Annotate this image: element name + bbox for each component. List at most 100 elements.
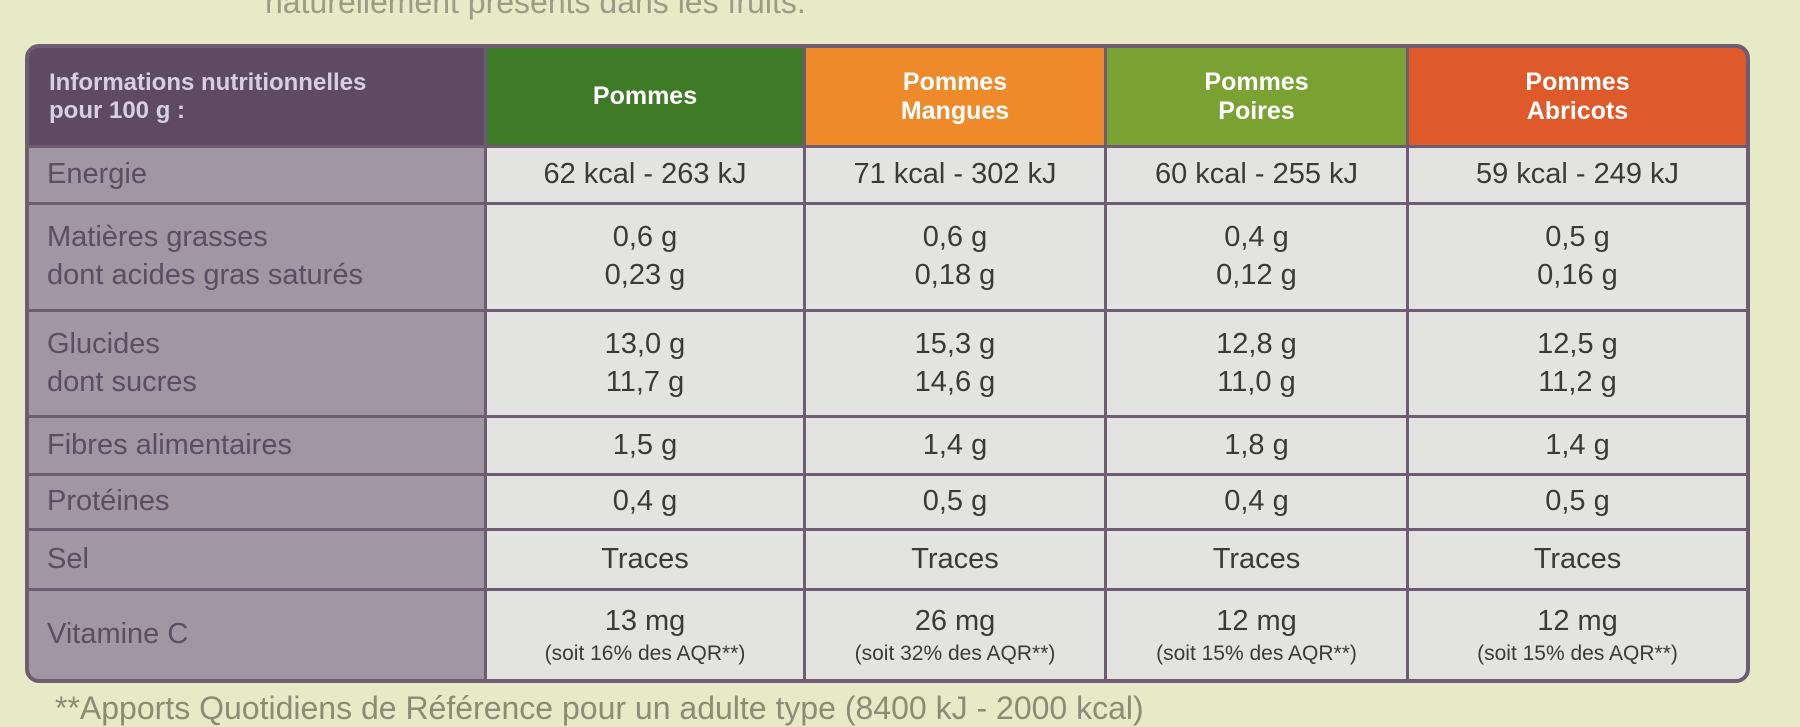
value-text: 62 kcal - 263 kJ (543, 158, 747, 191)
value-cell: 60 kcal - 255 kJ (1107, 148, 1406, 202)
value-cell: 12 mg (soit 15% des AQR**) (1107, 591, 1406, 679)
value-text: 11,7 g (605, 365, 685, 398)
value-cell: 1,8 g (1107, 418, 1406, 473)
value-cell: 12,5 g 11,2 g (1409, 312, 1746, 415)
row-label-text: Fibres alimentaires (47, 428, 292, 461)
header-text: Pommes (592, 82, 698, 111)
header-text: Mangues (900, 96, 1010, 125)
value-text: 0,18 g (914, 259, 996, 291)
value-cell: 62 kcal - 263 kJ (487, 148, 803, 202)
value-text: 60 kcal - 255 kJ (1154, 158, 1359, 191)
value-text: (soit 15% des AQR**) (1156, 642, 1357, 666)
row-label: Energie (29, 148, 484, 202)
value-cell: Traces (1107, 531, 1406, 588)
value-text: Traces (911, 542, 999, 575)
value-cell: 0,5 g (806, 476, 1104, 528)
value-text: 0,5 g (1545, 485, 1610, 518)
value-text: 0,4 g (612, 485, 678, 518)
value-cell: 1,5 g (487, 418, 803, 473)
row-label-text: Matières grasses (47, 221, 268, 254)
header-cell: Pommes Abricots (1409, 48, 1746, 145)
value-text: 0,12 g (1216, 259, 1297, 291)
row-label-text: Sel (47, 542, 89, 575)
value-text: 0,6 g (922, 221, 988, 254)
value-text: 1,5 g (612, 428, 678, 461)
value-text: 12 mg (1537, 604, 1618, 637)
header-text: Poires (1218, 96, 1295, 125)
value-text: (soit 16% des AQR**) (544, 642, 746, 666)
row-label-text: Energie (47, 158, 147, 191)
value-text: 13,0 g (604, 327, 686, 360)
header-text: Informations nutritionnelles (49, 68, 367, 96)
value-cell: 12,8 g 11,0 g (1107, 312, 1406, 415)
value-text: 15,3 g (914, 327, 996, 360)
value-cell: 71 kcal - 302 kJ (806, 148, 1104, 202)
value-text: 12,5 g (1537, 327, 1618, 360)
value-text: 11,0 g (1217, 365, 1296, 398)
row-label: Protéines (29, 476, 484, 528)
row-label-text: dont sucres (47, 365, 197, 398)
value-cell: Traces (1409, 531, 1746, 588)
value-cell: Traces (806, 531, 1104, 588)
row-label: Glucides dont sucres (29, 312, 484, 415)
value-text: Traces (1533, 542, 1622, 575)
value-text: 0,5 g (1545, 221, 1610, 254)
row-label-text: Glucides (47, 327, 160, 360)
value-text: 26 mg (914, 604, 996, 637)
top-text: naturellement présents dans les fruits. (265, 0, 806, 20)
value-text: 0,16 g (1537, 259, 1618, 291)
value-text: 12 mg (1216, 604, 1297, 637)
value-text: 0,4 g (1224, 221, 1289, 254)
value-text: 71 kcal - 302 kJ (853, 158, 1057, 191)
value-cell: 1,4 g (1409, 418, 1746, 473)
value-text: Traces (601, 542, 689, 575)
value-text: (soit 32% des AQR**) (854, 642, 1056, 666)
row-label: Matières grasses dont acides gras saturés (29, 205, 484, 309)
header-text: Abricots (1526, 96, 1629, 125)
value-text: 59 kcal - 249 kJ (1475, 158, 1680, 191)
header-cell: Pommes Poires (1107, 48, 1406, 145)
row-label: Vitamine C (29, 591, 484, 679)
value-text: Traces (1212, 542, 1301, 575)
value-cell: 0,4 g (1107, 476, 1406, 528)
value-cell: 59 kcal - 249 kJ (1409, 148, 1746, 202)
value-cell: 26 mg (soit 32% des AQR**) (806, 591, 1104, 679)
header-text: pour 100 g : (49, 96, 186, 124)
value-text: 0,4 g (1224, 485, 1289, 518)
value-cell: 12 mg (soit 15% des AQR**) (1409, 591, 1746, 679)
row-label-text: dont acides gras saturés (47, 259, 363, 291)
value-text: 0,5 g (922, 485, 988, 518)
value-cell: 0,6 g 0,23 g (487, 205, 803, 309)
value-text: 0,23 g (604, 259, 686, 291)
value-cell: 0,4 g (487, 476, 803, 528)
value-text: 1,4 g (922, 428, 988, 461)
value-text: 12,8 g (1216, 327, 1297, 360)
value-cell: 13 mg (soit 16% des AQR**) (487, 591, 803, 679)
header-text: Pommes (1204, 67, 1309, 96)
row-label-text: Protéines (47, 485, 170, 518)
value-text: 1,8 g (1224, 428, 1289, 461)
value-text: 11,2 g (1538, 365, 1617, 398)
value-cell: 13,0 g 11,7 g (487, 312, 803, 415)
value-cell: Traces (487, 531, 803, 588)
nutrition-table: Informations nutritionnelles pour 100 g :… (25, 44, 1750, 683)
value-cell: 0,4 g 0,12 g (1107, 205, 1406, 309)
header-cell: Informations nutritionnelles pour 100 g : (29, 48, 484, 145)
footnote: **Apports Quotidiens de Référence pour u… (55, 690, 1144, 726)
value-text: 1,4 g (1545, 428, 1610, 461)
value-cell: 15,3 g 14,6 g (806, 312, 1104, 415)
header-text: Pommes (1525, 67, 1630, 96)
value-cell: 0,5 g (1409, 476, 1746, 528)
header-cell: Pommes Mangues (806, 48, 1104, 145)
header-text: Pommes (902, 67, 1008, 96)
header-cell: Pommes (487, 48, 803, 145)
value-cell: 0,6 g 0,18 g (806, 205, 1104, 309)
value-text: 14,6 g (914, 365, 996, 398)
row-label: Fibres alimentaires (29, 418, 484, 473)
value-cell: 0,5 g 0,16 g (1409, 205, 1746, 309)
value-text: 0,6 g (612, 221, 678, 254)
row-label-text: Vitamine C (47, 618, 189, 651)
value-text: (soit 15% des AQR**) (1477, 642, 1678, 666)
value-text: 13 mg (604, 604, 686, 637)
